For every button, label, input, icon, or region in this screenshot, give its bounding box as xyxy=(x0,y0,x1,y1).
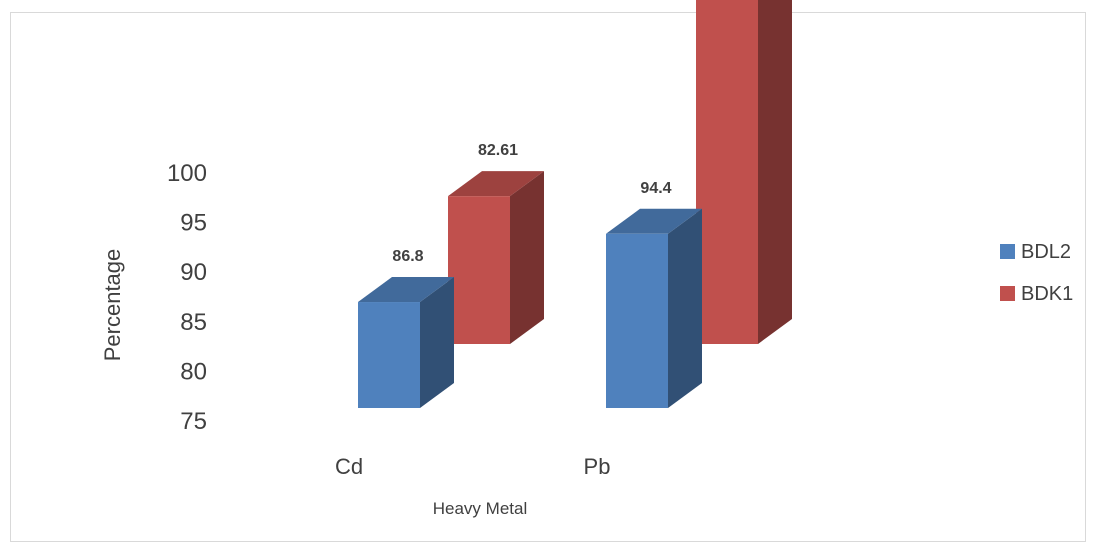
bar-front xyxy=(448,196,510,344)
bar-front xyxy=(358,302,420,408)
bar-BDK1-Pb xyxy=(696,0,792,345)
bar-side xyxy=(668,208,702,408)
x-axis-categories: Cd Pb xyxy=(335,454,611,479)
y-tick-label: 100 xyxy=(167,160,207,187)
legend-swatch xyxy=(1000,244,1015,259)
bar-side xyxy=(510,171,544,344)
legend: BDL2 BDK1 xyxy=(1000,241,1073,305)
bar-top xyxy=(448,171,544,197)
bar-front xyxy=(606,233,668,408)
y-tick-label: 85 xyxy=(180,309,207,336)
y-tick-label: 80 xyxy=(180,358,207,385)
data-label: 82.61 xyxy=(478,142,518,159)
bar-side xyxy=(420,277,454,408)
x-tick-label: Cd xyxy=(335,454,363,479)
data-label: 94.4 xyxy=(640,180,671,197)
x-tick-label: Pb xyxy=(584,454,611,479)
x-axis-title: Heavy Metal xyxy=(433,499,527,518)
data-label: 86.8 xyxy=(392,248,423,265)
legend-swatch xyxy=(1000,286,1015,301)
y-tick-label: 95 xyxy=(180,210,207,237)
bar-BDL2-Pb xyxy=(606,208,702,408)
bar-top xyxy=(358,277,454,303)
legend-label: BDK1 xyxy=(1021,283,1073,305)
y-axis-ticks: 75 80 85 90 95 100 xyxy=(167,160,207,435)
bar-front xyxy=(696,0,758,345)
y-tick-label: 90 xyxy=(180,259,207,286)
bar-BDK1-Cd xyxy=(448,171,544,344)
bar-BDL2-Cd xyxy=(358,277,454,408)
bar-side xyxy=(758,0,792,344)
legend-label: BDL2 xyxy=(1021,241,1071,263)
bars: 82.6195.986.894.4 xyxy=(358,0,792,408)
y-axis-title: Percentage xyxy=(100,249,125,362)
y-tick-label: 75 xyxy=(180,408,207,435)
bar-top xyxy=(606,208,702,234)
chart-area xyxy=(10,12,1086,542)
